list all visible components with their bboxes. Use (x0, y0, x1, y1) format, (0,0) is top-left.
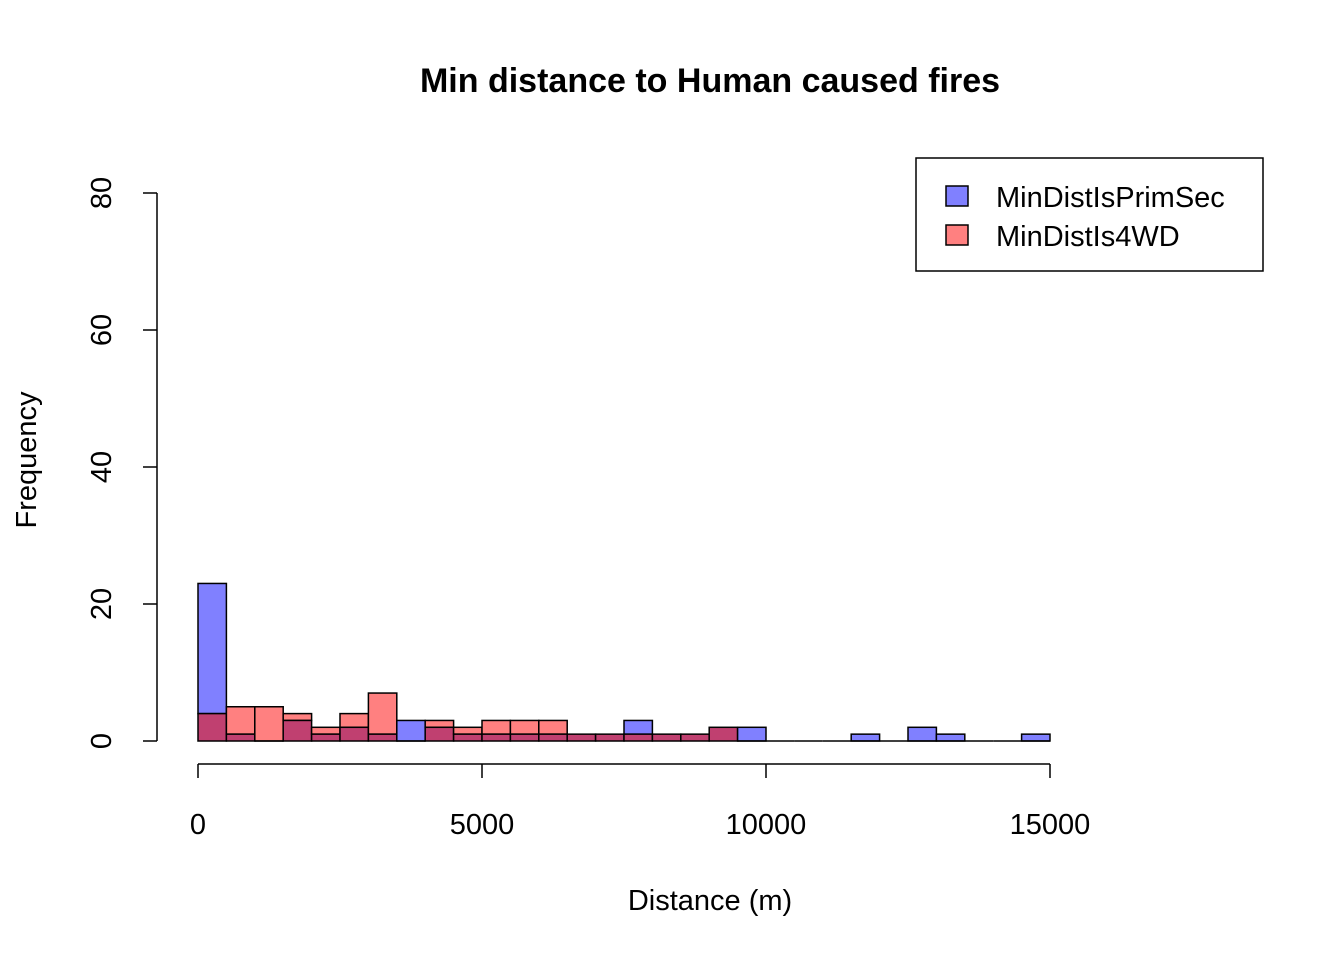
bar-overlap-1 (225, 733, 256, 742)
bar-4wd-11 (509, 719, 540, 735)
y-tick-label-60: 60 (86, 314, 118, 346)
legend-label-primsec: MinDistIsPrimSec (996, 182, 1225, 214)
bar-overlap-13 (566, 733, 597, 742)
legend-swatch-4wd (945, 224, 969, 246)
y-tick-label-80: 80 (86, 177, 118, 209)
bar-overlap-14 (594, 733, 625, 742)
bar-overlap-18 (708, 726, 739, 742)
x-tick-label-15000: 15000 (1010, 809, 1091, 841)
x-axis: 0 5000 10000 15000 (190, 763, 1091, 841)
bar-4wd-10 (481, 719, 512, 735)
chart-title: Min distance to Human caused fires (420, 62, 1000, 100)
bar-primsec-26 (935, 733, 966, 742)
bar-overlap-12 (538, 733, 568, 742)
bar-4wd-3 (282, 712, 313, 722)
bar-overlap-8 (424, 726, 455, 742)
bar-primsec-15 (623, 719, 654, 735)
x-tick-label-0: 0 (190, 809, 206, 841)
bar-overlap-6 (367, 733, 398, 742)
y-tick-label-0: 0 (86, 733, 118, 749)
bar-overlap-9 (452, 733, 483, 742)
bar-primsec-23 (850, 733, 881, 742)
x-tick-label-5000: 5000 (450, 809, 515, 841)
bar-4wd-2 (254, 706, 284, 742)
bar-overlap-16 (651, 733, 682, 742)
bar-overlap-10 (481, 733, 512, 742)
y-tick-label-40: 40 (86, 451, 118, 483)
bar-4wd-1 (225, 706, 256, 735)
bar-overlap-11 (509, 733, 540, 742)
legend-label-4wd: MinDistIs4WD (996, 221, 1180, 253)
bar-4wd-5 (339, 712, 370, 729)
x-tick-label-10000: 10000 (726, 809, 807, 841)
bar-primsec-7 (396, 719, 426, 742)
bar-overlap-4 (310, 733, 341, 742)
bar-overlap-17 (680, 733, 710, 742)
bar-primsec-25 (907, 726, 938, 742)
bar-4wd-9 (452, 726, 483, 735)
bar-4wd-12 (538, 719, 568, 735)
bar-overlap-0 (197, 712, 228, 742)
y-axis: 0 20 40 60 80 (86, 177, 158, 749)
bar-primsec-29 (1020, 733, 1051, 742)
bar-overlap-3 (282, 719, 313, 742)
x-axis-label: Distance (m) (628, 885, 792, 917)
bar-primsec-19 (736, 726, 767, 742)
bar-overlap-15 (623, 733, 654, 742)
legend-swatch-primsec (945, 185, 969, 207)
y-axis-label: Frequency (11, 391, 43, 529)
bar-primsec-0 (197, 582, 228, 715)
y-tick-label-20: 20 (86, 588, 118, 620)
legend: MinDistIsPrimSec MinDistIs4WD (915, 157, 1264, 272)
bars-layer (197, 582, 1051, 742)
legend-box (915, 157, 1264, 272)
bar-4wd-4 (310, 726, 341, 735)
bar-4wd-8 (424, 719, 455, 729)
bar-4wd-6 (367, 692, 398, 735)
bar-overlap-5 (339, 726, 370, 742)
